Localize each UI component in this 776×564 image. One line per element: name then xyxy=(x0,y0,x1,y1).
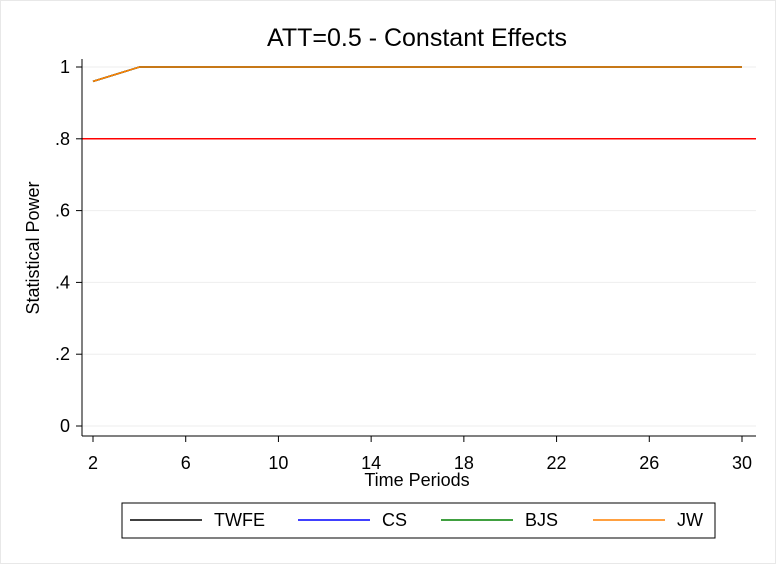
x-tick-label: 14 xyxy=(361,453,381,473)
y-tick-label: 0 xyxy=(60,416,70,436)
x-tick-label: 2 xyxy=(88,453,98,473)
series-layer xyxy=(92,66,742,83)
x-axis-label: Time Periods xyxy=(364,470,469,490)
y-axis-label: Statistical Power xyxy=(23,181,43,314)
y-tick-label: .8 xyxy=(55,129,70,149)
x-tick-label: 22 xyxy=(547,453,567,473)
legend: TWFE CS BJS JW xyxy=(121,502,716,539)
series-line-jw xyxy=(92,66,742,83)
chart-title: ATT=0.5 - Constant Effects xyxy=(267,24,567,52)
x-tick-label: 30 xyxy=(732,453,752,473)
y-tick-label: .2 xyxy=(55,344,70,364)
y-tick-label: .6 xyxy=(55,201,70,221)
x-tick-label: 6 xyxy=(181,453,191,473)
x-tick-label: 18 xyxy=(454,453,474,473)
legend-label-twfe: TWFE xyxy=(214,510,265,530)
y-tick-label: 1 xyxy=(60,57,70,77)
legend-label-bjs: BJS xyxy=(525,510,558,530)
y-tick-label: .4 xyxy=(55,272,70,292)
legend-label-cs: CS xyxy=(382,510,407,530)
x-tick-label: 26 xyxy=(639,453,659,473)
x-tick-label: 10 xyxy=(268,453,288,473)
axes: 0.2.4.6.812 6 10 14 18 22 26 30 xyxy=(55,57,756,473)
legend-label-jw: JW xyxy=(677,510,703,530)
